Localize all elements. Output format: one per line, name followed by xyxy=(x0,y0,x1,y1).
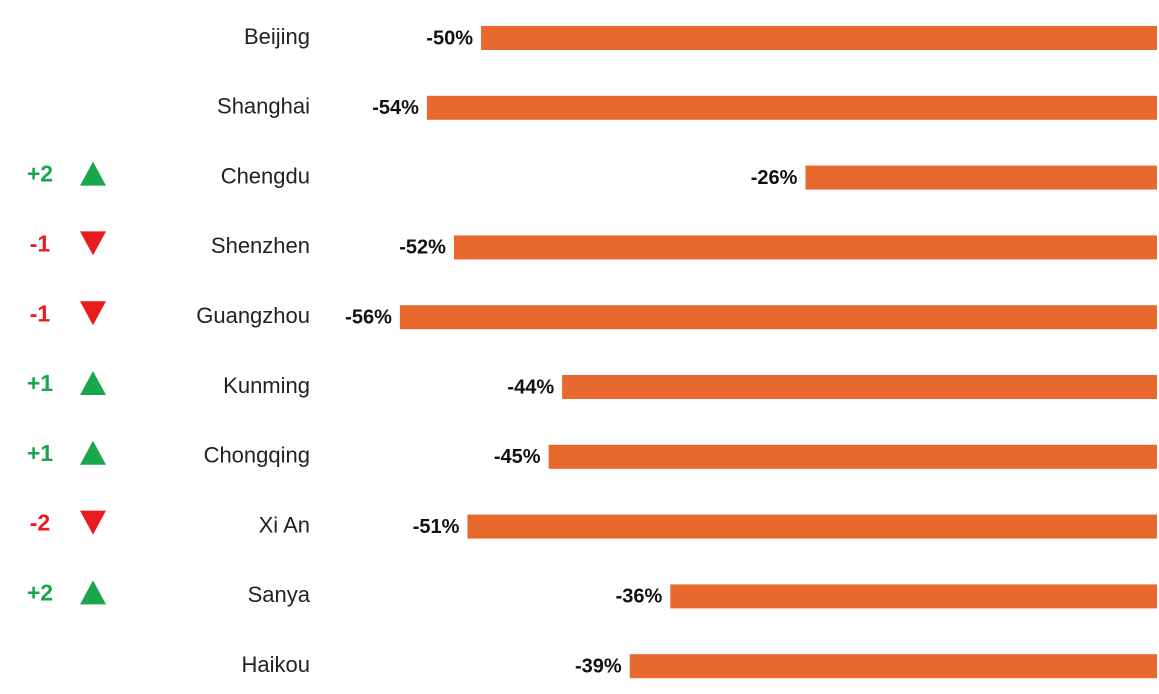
bar xyxy=(805,165,1157,190)
bar xyxy=(399,305,1157,330)
rank-change-label: +1 xyxy=(27,370,53,396)
rank-change-label: -1 xyxy=(30,230,51,256)
bar xyxy=(426,95,1157,120)
bar xyxy=(562,375,1157,399)
city-label: Kunming xyxy=(223,373,310,398)
value-label: -44% xyxy=(507,376,554,398)
up-arrow xyxy=(80,440,106,465)
rank-change-label: +2 xyxy=(27,161,53,187)
bar xyxy=(670,584,1157,609)
up-arrow xyxy=(80,580,106,605)
city-label: Sanya xyxy=(248,582,311,607)
value-label: -51% xyxy=(413,516,460,538)
value-label: -36% xyxy=(616,586,663,608)
value-label: -26% xyxy=(751,167,798,189)
down-arrow xyxy=(80,510,106,535)
rank-change-label: -1 xyxy=(30,300,51,326)
down-arrow xyxy=(80,301,106,326)
value-label: -50% xyxy=(426,27,473,49)
city-label: Xi An xyxy=(259,512,310,537)
bar xyxy=(467,514,1158,539)
rank-change-label: -2 xyxy=(30,510,50,536)
rank-change-label: +2 xyxy=(27,579,53,605)
bar xyxy=(481,26,1157,50)
value-label: -54% xyxy=(372,97,419,119)
rank-change-label: +1 xyxy=(27,440,53,466)
bar xyxy=(453,235,1158,260)
up-arrow xyxy=(80,161,106,186)
city-label: Chengdu xyxy=(221,163,310,188)
up-arrow xyxy=(80,371,106,395)
bar xyxy=(629,654,1157,679)
value-label: -45% xyxy=(494,446,541,468)
city-label: Haikou xyxy=(242,652,310,677)
city-label: Beijing xyxy=(244,24,310,49)
value-label: -39% xyxy=(575,655,622,677)
value-label: -52% xyxy=(399,237,446,259)
down-arrow xyxy=(80,231,106,256)
bar xyxy=(548,444,1157,469)
city-label: Shenzhen xyxy=(211,233,310,258)
city-label: Chongqing xyxy=(204,443,310,468)
city-label: Guangzhou xyxy=(196,303,310,328)
value-label: -56% xyxy=(345,306,392,328)
city-label: Shanghai xyxy=(217,94,310,119)
